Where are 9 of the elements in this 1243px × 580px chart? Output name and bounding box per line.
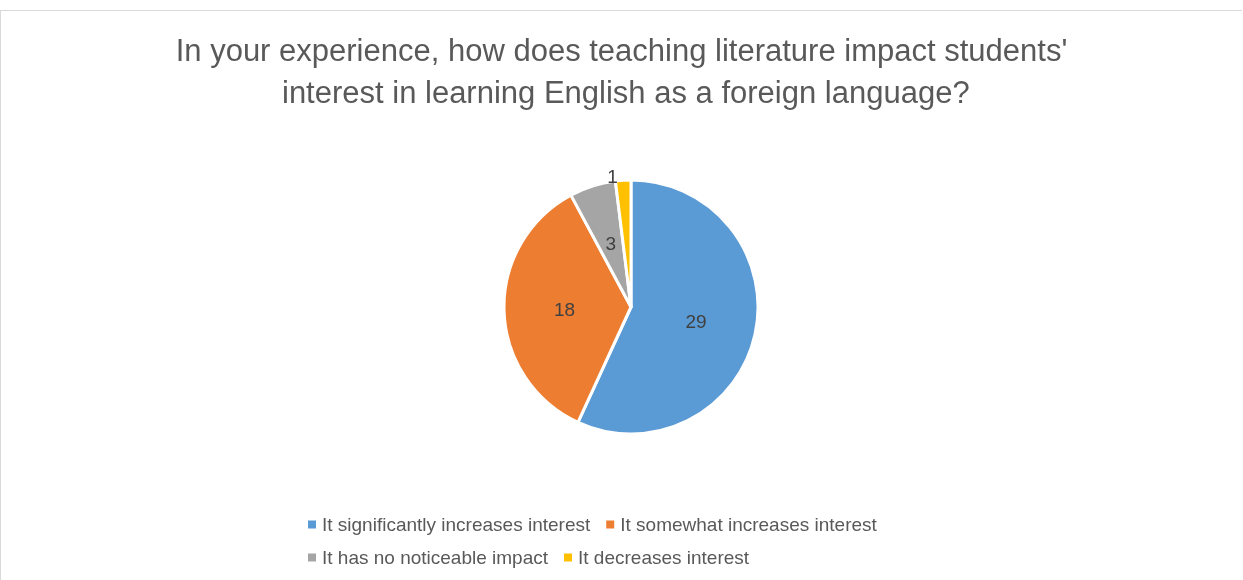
legend-label: It somewhat increases interest [620, 514, 878, 535]
legend-label: It decreases interest [578, 547, 750, 568]
legend-label: It significantly increases interest [322, 514, 591, 535]
data-label: 1 [607, 165, 618, 187]
data-label: 29 [685, 310, 707, 332]
chart-title: In your experience, how does teaching literature impact students' interest in learning English as a foreign language? [175, 32, 1068, 110]
data-label: 3 [605, 233, 617, 255]
legend-label: It has no noticeable impact [322, 547, 549, 568]
data-label: 18 [553, 298, 576, 320]
